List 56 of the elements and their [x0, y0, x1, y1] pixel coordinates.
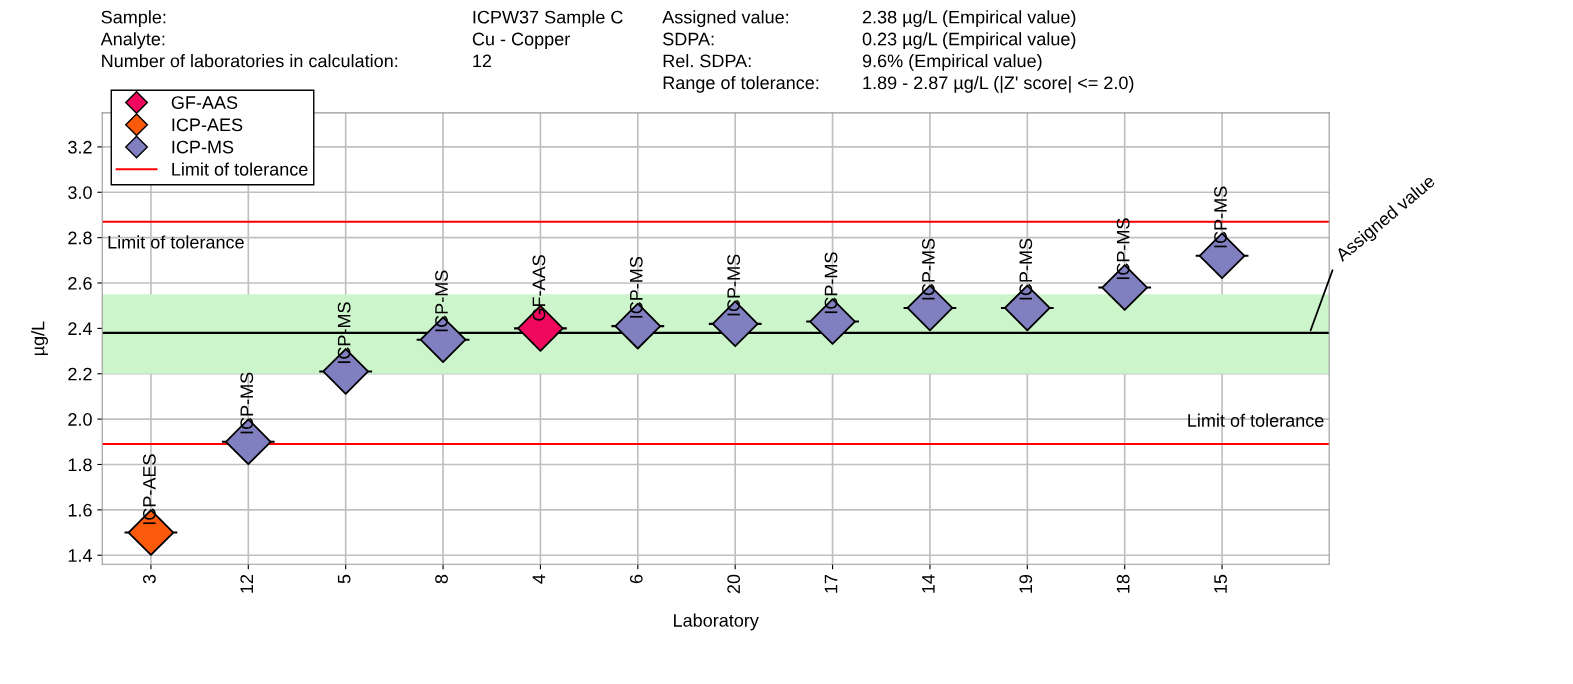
text: Cu - Copper [472, 32, 570, 49]
data-label: ICP-MS [1116, 218, 1130, 280]
text: Rel. SDPA: [663, 54, 751, 68]
x-tick-label: 19 [1019, 574, 1033, 593]
text: Assigned value: [662, 10, 789, 28]
text: Analyte: [100, 32, 165, 49]
data-label: ICP-AES [142, 454, 156, 525]
text: 9.6% (Empirical value) [862, 54, 1042, 71]
x-tick-label: 6 [629, 574, 643, 584]
data-label: ICP-MS [629, 256, 643, 318]
x-tick-label: 3 [142, 574, 156, 584]
text: Number of laboratories in calculation: [102, 54, 398, 68]
x-tick-label: 17 [824, 574, 838, 593]
x-tick-label: 8 [435, 574, 448, 584]
legend-label: ICP-MS [172, 140, 234, 154]
y-tick-label: 1.8 [68, 458, 92, 472]
x-tick-label: 18 [1116, 574, 1130, 593]
text: 1.89 - 2.87 µg/L (|Z' score| <= 2.0) [863, 75, 1134, 93]
data-label: GF-AAS [532, 255, 546, 321]
y-tick-label: 2.8 [68, 231, 92, 245]
x-tick-label: 15 [1214, 574, 1227, 593]
data-label: ICP-MS [1019, 238, 1033, 300]
legend-label: ICP-AES [172, 118, 243, 132]
ref-line-label: Limit of tolerance [1188, 413, 1324, 427]
x-axis-title: Laboratory [674, 613, 759, 631]
x-tick-label: 14 [922, 574, 935, 593]
legend-label: Limit of tolerance [172, 162, 308, 176]
text: Limit of tolerance [108, 235, 244, 249]
x-tick-label: 5 [337, 574, 351, 584]
y-axis-title: µg/L [31, 321, 48, 356]
text: 2.38 µg/L (Empirical value) [862, 10, 1076, 28]
y-tick-label: 2.2 [68, 367, 92, 381]
data-label: ICP-MS [435, 270, 448, 332]
data-label: ICP-MS [922, 238, 935, 300]
y-tick-label: 2.0 [68, 413, 92, 426]
y-tick-label: 3.2 [68, 140, 92, 154]
y-tick-label: 1.4 [68, 549, 92, 562]
data-label: ICP-MS [1214, 186, 1227, 248]
x-tick-label: 20 [727, 574, 741, 594]
x-tick-label: 4 [532, 574, 546, 584]
text: SDPA: [663, 32, 714, 46]
y-tick-label: 2.6 [68, 276, 92, 290]
data-label: ICP-MS [240, 372, 254, 434]
data-label: ICP-MS [727, 254, 741, 316]
x-tick-label: 12 [240, 574, 253, 593]
y-tick-label: 2.4 [68, 322, 92, 335]
data-label: ICP-MS [337, 302, 351, 363]
y-tick-label: 3.0 [68, 186, 92, 199]
text: Range of tolerance: [663, 75, 819, 93]
text: 0.23 µg/L (Empirical value) [862, 32, 1076, 49]
legend-label: GF-AAS [171, 96, 238, 109]
text: Sample: [101, 10, 166, 28]
text: 12 [473, 54, 492, 68]
y-tick-label: 1.6 [68, 503, 92, 517]
data-label: ICP-MS [824, 252, 838, 314]
text: ICPW37 Sample C [473, 10, 623, 28]
